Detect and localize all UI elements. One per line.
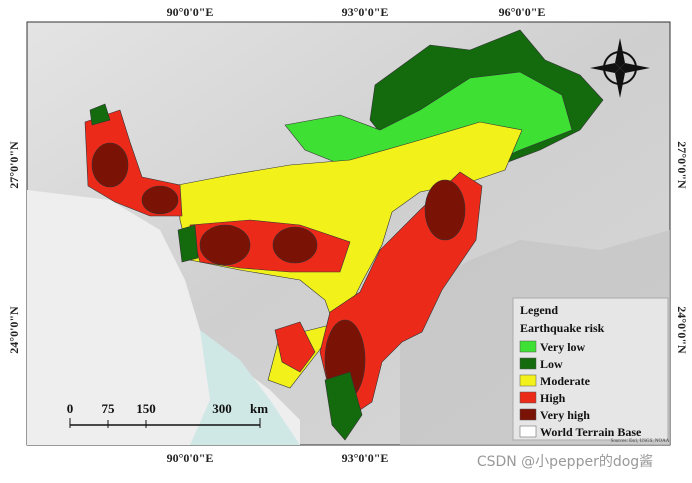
left-lat-label: 27°0'0"N: [7, 141, 21, 189]
scale-label: 0: [67, 401, 74, 416]
legend-label: Moderate: [540, 374, 591, 388]
legend-label: Very high: [540, 408, 590, 422]
legend-swatch: [519, 374, 537, 387]
scale-bar: 0 75 150 300 km: [67, 401, 268, 428]
north-arrow: [590, 38, 650, 98]
coordinate-labels: 90°0'0"E 93°0'0"E 96°0'0"E 90°0'0"E 93°0…: [7, 5, 689, 465]
legend-swatch: [519, 357, 537, 370]
legend-title: Legend: [520, 303, 558, 317]
legend-swatch: [519, 408, 537, 421]
risk-zones: [84, 29, 604, 441]
top-lon-label: 93°0'0"E: [342, 5, 389, 19]
scale-label: 150: [136, 401, 156, 416]
legend-label: Low: [540, 357, 563, 371]
scale-label: 75: [102, 401, 116, 416]
legend-label: Very low: [540, 340, 586, 354]
bottom-lon-label: 90°0'0"E: [167, 451, 214, 465]
legend-label: World Terrain Base: [540, 425, 642, 439]
attribution: Sources: Esri, USGS, NOAA: [611, 439, 670, 444]
right-lat-label: 27°0'0"N: [675, 141, 689, 189]
right-lat-label: 24°0'0"N: [675, 306, 689, 354]
top-lon-label: 96°0'0"E: [499, 5, 546, 19]
top-lon-label: 90°0'0"E: [167, 5, 214, 19]
watermark: CSDN @小pepper的dog酱: [477, 454, 653, 470]
legend-label: High: [540, 391, 566, 405]
legend-subtitle: Earthquake risk: [520, 321, 605, 335]
scale-label: 300: [212, 401, 232, 416]
legend-swatch: [519, 391, 537, 404]
bottom-lon-label: 93°0'0"E: [342, 451, 389, 465]
scale-unit: km: [250, 401, 268, 416]
left-lat-label: 24°0'0"N: [7, 306, 21, 354]
legend-swatch: [519, 340, 537, 353]
legend: Legend Earthquake risk Very low Low Modera…: [512, 297, 669, 441]
legend-swatch: [519, 425, 537, 438]
